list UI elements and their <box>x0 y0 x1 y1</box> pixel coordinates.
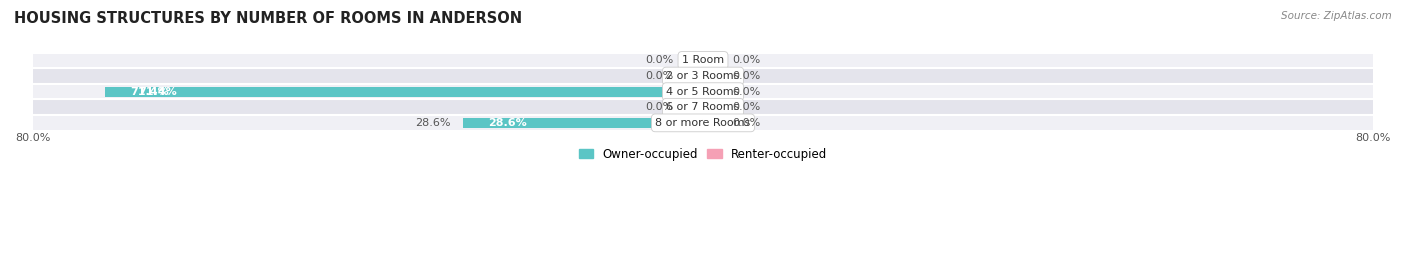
Bar <box>682 56 703 65</box>
Text: Source: ZipAtlas.com: Source: ZipAtlas.com <box>1281 11 1392 21</box>
Text: 4 or 5 Rooms: 4 or 5 Rooms <box>666 87 740 97</box>
Text: 0.0%: 0.0% <box>645 71 673 81</box>
Bar <box>703 118 724 128</box>
Bar <box>32 100 1374 115</box>
Bar <box>682 102 703 112</box>
Text: 8 or more Rooms: 8 or more Rooms <box>655 118 751 128</box>
Text: 0.0%: 0.0% <box>733 71 761 81</box>
Legend: Owner-occupied, Renter-occupied: Owner-occupied, Renter-occupied <box>574 143 832 165</box>
Bar <box>32 84 1374 100</box>
Text: 71.4%: 71.4% <box>129 87 169 97</box>
Text: 0.0%: 0.0% <box>645 102 673 112</box>
Text: 0.0%: 0.0% <box>733 87 761 97</box>
Bar <box>703 87 724 97</box>
Bar <box>32 68 1374 84</box>
Text: 0.0%: 0.0% <box>733 55 761 65</box>
Text: 2 or 3 Rooms: 2 or 3 Rooms <box>666 71 740 81</box>
Bar <box>703 56 724 65</box>
Text: 6 or 7 Rooms: 6 or 7 Rooms <box>666 102 740 112</box>
Text: 28.6%: 28.6% <box>488 118 527 128</box>
Bar <box>703 102 724 112</box>
Bar <box>464 118 703 128</box>
Text: 0.0%: 0.0% <box>733 102 761 112</box>
Bar <box>32 53 1374 68</box>
Text: HOUSING STRUCTURES BY NUMBER OF ROOMS IN ANDERSON: HOUSING STRUCTURES BY NUMBER OF ROOMS IN… <box>14 11 522 26</box>
Bar <box>32 115 1374 131</box>
Bar <box>104 87 703 97</box>
Text: 71.4%: 71.4% <box>138 87 177 97</box>
Text: 1 Room: 1 Room <box>682 55 724 65</box>
Text: 28.6%: 28.6% <box>415 118 451 128</box>
Text: 0.0%: 0.0% <box>645 55 673 65</box>
Bar <box>682 71 703 81</box>
Bar <box>703 71 724 81</box>
Text: 0.0%: 0.0% <box>733 118 761 128</box>
